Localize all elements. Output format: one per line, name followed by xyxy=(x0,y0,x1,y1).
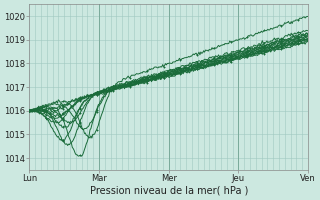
X-axis label: Pression niveau de la mer( hPa ): Pression niveau de la mer( hPa ) xyxy=(90,186,248,196)
